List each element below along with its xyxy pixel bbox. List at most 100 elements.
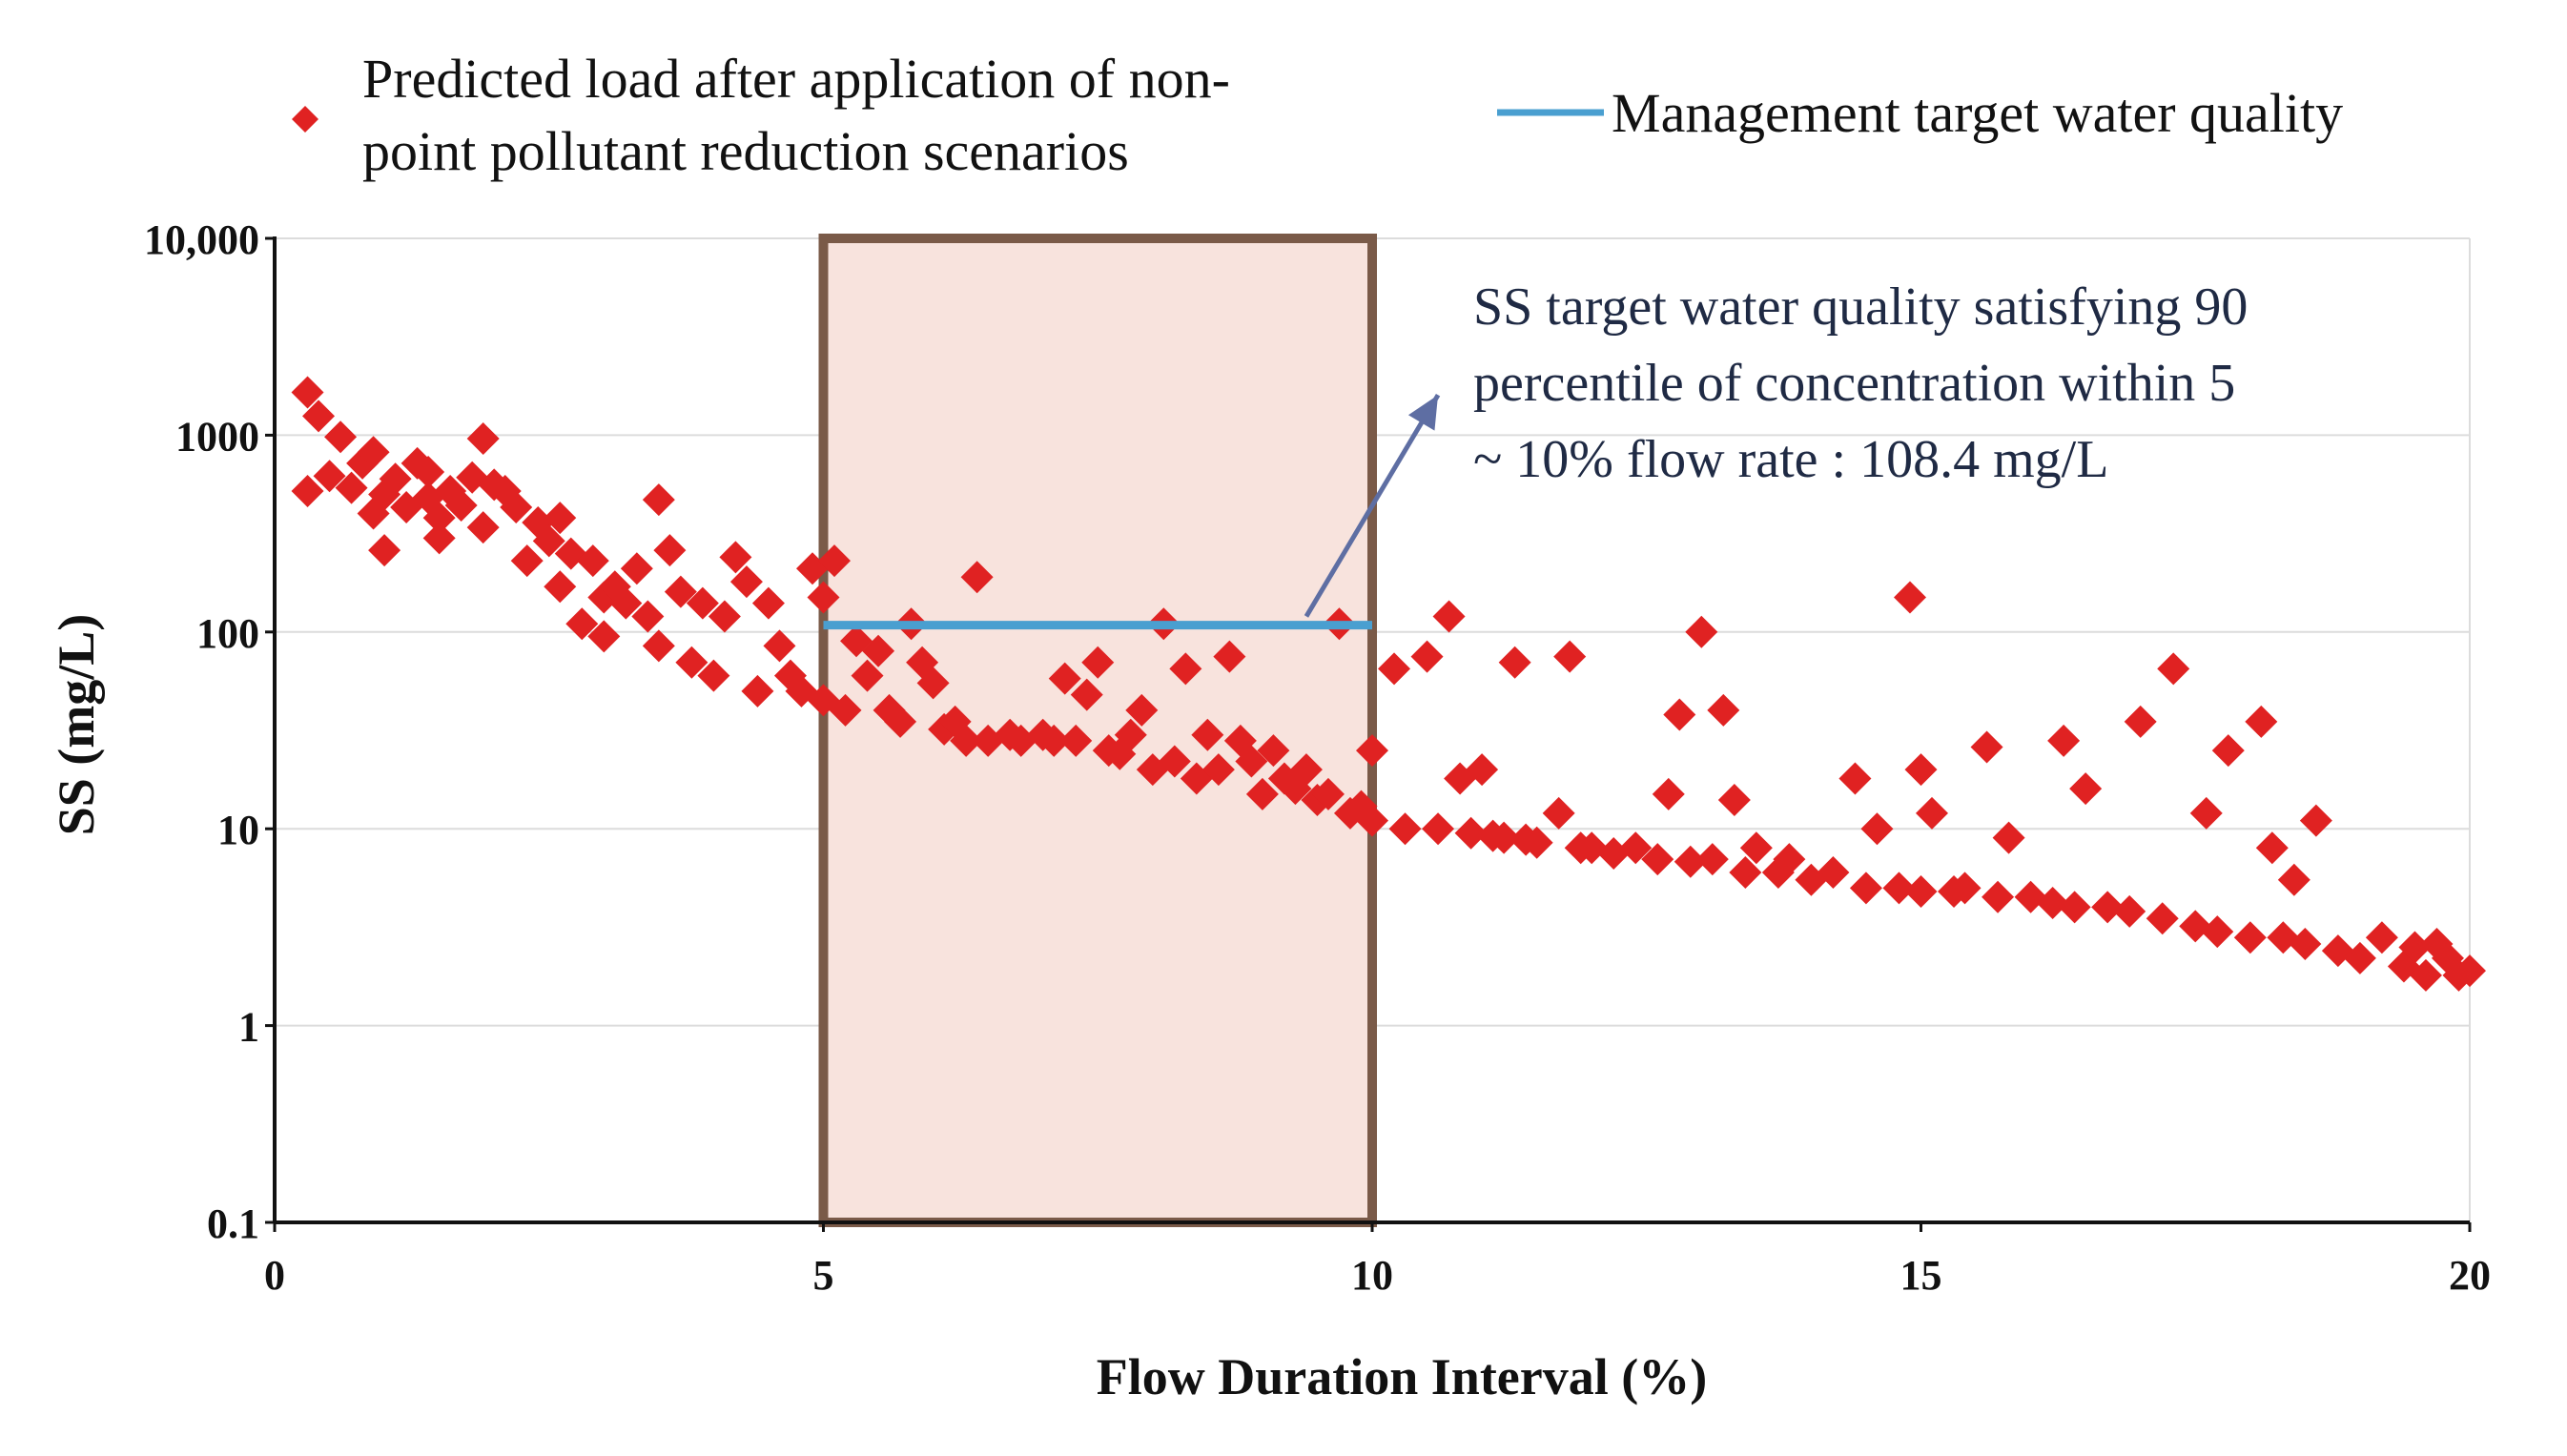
annotation-arrow-head <box>1407 395 1439 431</box>
data-point <box>1652 777 1685 810</box>
data-point <box>1773 843 1806 876</box>
data-point <box>456 461 489 494</box>
data-point <box>466 511 500 544</box>
legend-label-predicted-line1: Predicted load after application of non- <box>362 48 1230 110</box>
axes <box>265 236 2472 1232</box>
data-point <box>2277 863 2310 896</box>
data-point <box>1717 784 1751 817</box>
data-point <box>1860 812 1894 846</box>
data-point <box>291 376 324 409</box>
data-point <box>675 646 708 679</box>
data-point <box>2189 796 2223 830</box>
data-point <box>1739 831 1773 865</box>
y-tick-label: 100 <box>196 610 259 657</box>
data-point <box>1432 600 1466 633</box>
data-point <box>2157 652 2190 686</box>
data-point <box>1125 693 1159 727</box>
data-point <box>1982 880 2015 913</box>
data-point <box>729 565 763 599</box>
data-point <box>1817 855 1850 889</box>
data-point <box>302 400 336 433</box>
legend-marker-diamond <box>292 106 318 133</box>
data-point <box>708 600 741 633</box>
data-point <box>313 460 346 493</box>
data-point <box>510 544 544 578</box>
data-point <box>2069 772 2103 806</box>
data-point <box>631 600 665 633</box>
data-point <box>1378 652 1411 686</box>
legend: Predicted load after application of non-… <box>292 48 2343 182</box>
data-point <box>379 462 412 496</box>
y-tick-label: 1000 <box>175 413 259 460</box>
data-point <box>1245 777 1279 810</box>
data-point <box>642 629 675 663</box>
data-point <box>741 674 774 707</box>
data-point <box>412 456 445 489</box>
data-point <box>1059 724 1093 757</box>
data-point <box>862 634 895 667</box>
data-point <box>1707 693 1740 727</box>
data-point <box>1520 826 1553 859</box>
data-point <box>2211 734 2245 768</box>
data-point <box>1674 845 1707 878</box>
data-point <box>444 488 478 522</box>
data-point <box>1466 753 1499 787</box>
data-point <box>1191 718 1224 751</box>
data-point <box>466 422 500 456</box>
data-point <box>829 693 862 727</box>
data-point <box>2113 894 2146 928</box>
data-point <box>620 552 653 585</box>
data-point <box>1081 646 1115 679</box>
data-point <box>1542 796 1575 830</box>
y-tick-label: 0.1 <box>207 1200 259 1247</box>
data-point <box>1311 777 1345 810</box>
y-axis-title: SS (mg/L) <box>48 614 105 836</box>
data-point <box>1838 762 1872 795</box>
data-point <box>1235 745 1268 778</box>
data-point <box>1289 753 1323 787</box>
x-tick-label: 5 <box>813 1252 834 1299</box>
data-point <box>576 544 609 578</box>
x-tick-label: 10 <box>1351 1252 1393 1299</box>
x-tick-label: 15 <box>1900 1252 1942 1299</box>
data-point <box>1388 812 1422 846</box>
data-point <box>1488 821 1521 854</box>
data-point <box>2365 921 2398 954</box>
data-point <box>2299 804 2332 837</box>
data-point <box>1213 640 1246 673</box>
data-point <box>2454 954 2486 988</box>
data-point <box>1048 662 1081 695</box>
data-point <box>1553 640 1587 673</box>
annotation-text-line: SS target water quality satisfying 90 <box>1473 277 2248 337</box>
x-tick-label: 0 <box>264 1252 285 1299</box>
data-point <box>1641 843 1674 876</box>
data-point <box>884 705 917 738</box>
annotation-text-line: ~ 10% flow rate : 108.4 mg/L <box>1473 430 2108 489</box>
data-point <box>1685 615 1718 648</box>
data-point <box>851 659 884 692</box>
data-point <box>587 620 621 653</box>
annotation-arrow-shaft <box>1304 393 1441 618</box>
data-point <box>324 420 358 454</box>
legend-label-predicted-line2: point pollutant reduction scenarios <box>362 120 1129 182</box>
legend-label-target: Management target water quality <box>1612 82 2343 144</box>
annotation-group: SS target water quality satisfying 90 per… <box>1304 277 2248 618</box>
tick-labels: 0.1 1 10 100 1000 10,000 0 5 10 15 20 <box>144 216 2491 1299</box>
data-point <box>565 607 599 641</box>
data-point <box>1454 816 1488 850</box>
data-point <box>807 581 840 614</box>
data-point <box>1158 745 1191 778</box>
data-point <box>1916 796 1949 830</box>
data-point <box>1729 855 1762 889</box>
data-point <box>1257 734 1290 768</box>
y-tick-label: 1 <box>238 1004 259 1051</box>
data-point <box>291 475 324 508</box>
data-point <box>1904 753 1938 787</box>
data-point <box>1882 872 1916 905</box>
data-point <box>818 544 852 578</box>
data-point <box>357 436 390 469</box>
data-point <box>1904 874 1938 908</box>
data-point <box>2289 927 2322 960</box>
data-point <box>686 586 719 620</box>
